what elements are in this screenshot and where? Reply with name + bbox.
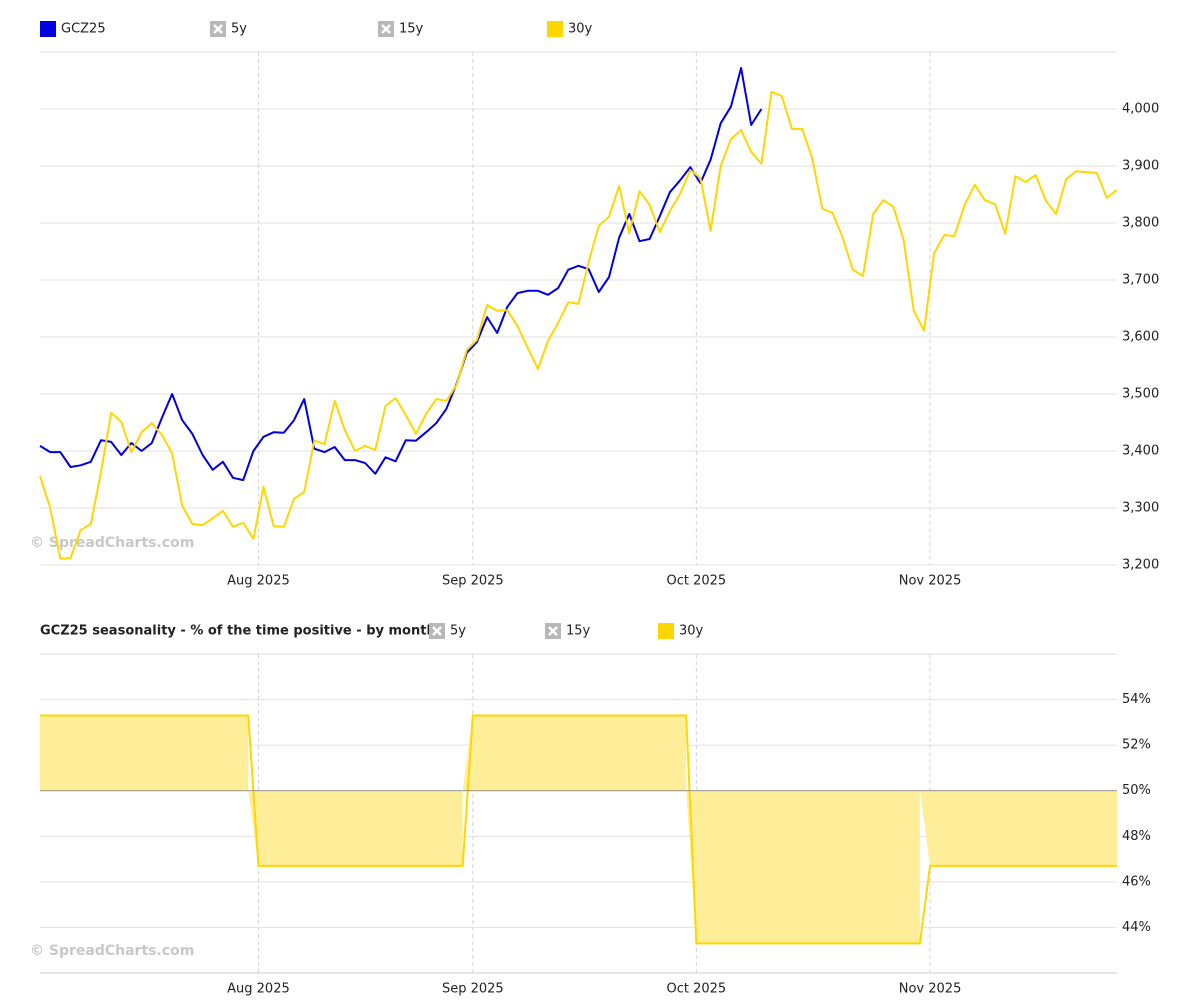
- y-tick-label: 44%: [1122, 920, 1151, 935]
- y-tick-label: 3,800: [1122, 216, 1159, 231]
- y-tick-label: 54%: [1122, 692, 1151, 707]
- legend-label: 15y: [566, 624, 591, 639]
- series-line: [39, 67, 763, 482]
- y-tick-label: 3,900: [1122, 159, 1159, 174]
- x-tick-label: Aug 2025: [227, 982, 290, 997]
- area-step: [248, 790, 463, 866]
- watermark: © SpreadCharts.com: [30, 535, 194, 551]
- series-line: [39, 90, 1118, 560]
- x-tick-label: Aug 2025: [227, 574, 290, 589]
- area-step: [40, 715, 249, 791]
- x-tick-label: Oct 2025: [667, 574, 727, 589]
- y-tick-label: 48%: [1122, 829, 1151, 844]
- legend-label: 15y: [399, 22, 424, 37]
- x-tick-label: Sep 2025: [442, 574, 504, 589]
- y-tick-label: 3,600: [1122, 330, 1159, 345]
- x-tick-label: Nov 2025: [899, 574, 962, 589]
- area-step: [919, 790, 1117, 866]
- y-tick-label: 46%: [1122, 874, 1151, 889]
- x-tick-label: Nov 2025: [899, 982, 962, 997]
- chart-title: GCZ25 seasonality - % of the time positi…: [40, 624, 441, 639]
- legend-swatch: [547, 21, 563, 37]
- legend-icon-cross: [381, 24, 391, 34]
- y-tick-label: 3,500: [1122, 387, 1159, 402]
- y-tick-label: 3,200: [1122, 558, 1159, 573]
- y-tick-label: 4,000: [1122, 102, 1159, 117]
- area-step: [686, 790, 920, 944]
- y-tick-label: 50%: [1122, 783, 1151, 798]
- legend-label: 30y: [679, 624, 704, 639]
- legend-label: 5y: [231, 22, 247, 37]
- area-step: [462, 715, 687, 791]
- y-tick-label: 52%: [1122, 738, 1151, 753]
- x-tick-label: Sep 2025: [442, 982, 504, 997]
- legend-label: 30y: [568, 22, 593, 37]
- legend-icon-cross: [213, 24, 223, 34]
- legend-swatch: [40, 21, 56, 37]
- legend-label: 5y: [450, 624, 466, 639]
- y-tick-label: 3,400: [1122, 444, 1159, 459]
- legend-icon-cross: [432, 626, 442, 636]
- legend-swatch: [658, 623, 674, 639]
- y-tick-label: 3,300: [1122, 501, 1159, 516]
- watermark: © SpreadCharts.com: [30, 943, 194, 959]
- legend-icon-cross: [548, 626, 558, 636]
- x-tick-label: Oct 2025: [667, 982, 727, 997]
- y-tick-label: 3,700: [1122, 273, 1159, 288]
- legend-label: GCZ25: [61, 22, 106, 37]
